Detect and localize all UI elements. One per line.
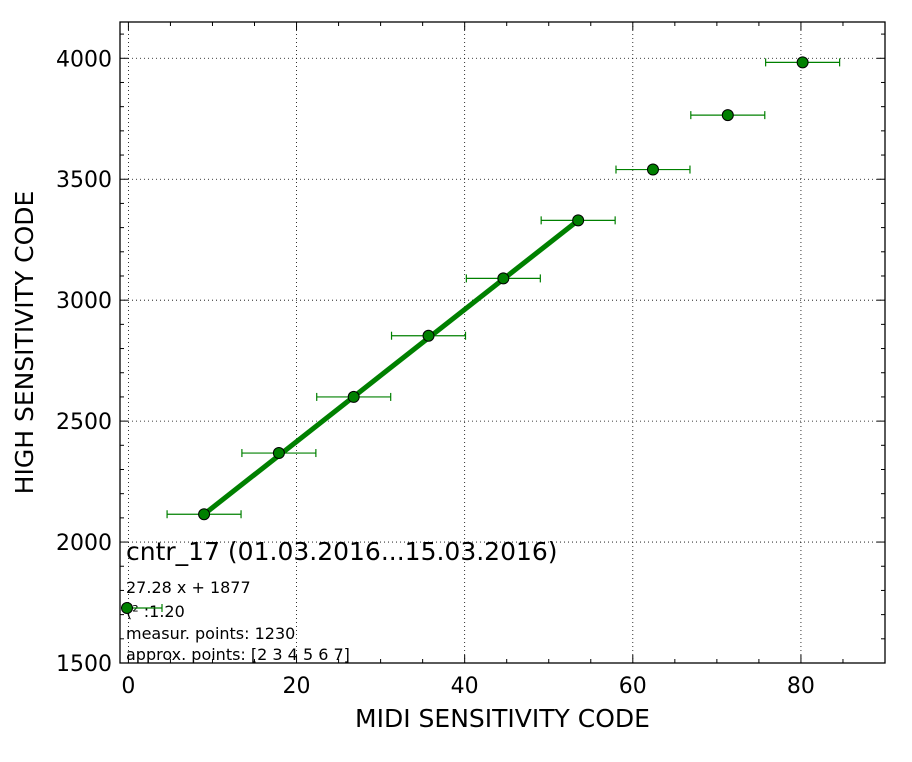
data-points bbox=[198, 56, 809, 521]
y-tick-label: 4000 bbox=[56, 47, 112, 72]
legend: cntr_17 (01.03.2016...15.03.2016) 27.28 … bbox=[121, 537, 558, 664]
tick-labels: 0 20 40 60 80 1500 2000 2500 3000 3500 4000 bbox=[56, 47, 815, 699]
data-point bbox=[272, 447, 285, 460]
plot-area-frame bbox=[119, 21, 886, 664]
data-point bbox=[198, 508, 211, 521]
x-tick-label: 60 bbox=[619, 674, 647, 699]
y-tick-label: 2000 bbox=[56, 531, 112, 556]
data-point bbox=[347, 390, 360, 403]
grid bbox=[120, 22, 885, 664]
data-point bbox=[572, 214, 585, 227]
data-point bbox=[646, 163, 659, 176]
legend-title: cntr_17 (01.03.2016...15.03.2016) bbox=[126, 537, 558, 566]
y-tick-label: 2500 bbox=[56, 410, 112, 435]
legend-marker bbox=[121, 602, 163, 614]
legend-measured-points: measur. points: 1230 bbox=[126, 624, 295, 643]
fit-line-layer bbox=[202, 218, 580, 517]
x-tick-label: 0 bbox=[121, 674, 135, 699]
legend-approx-points: approx. points: [2 3 4 5 6 7] bbox=[126, 645, 350, 664]
legend-marker-point bbox=[121, 602, 133, 614]
y-tick-label: 3500 bbox=[56, 168, 112, 193]
y-axis-label: HIGH SENSITIVITY CODE bbox=[10, 191, 39, 495]
x-tick-label: 40 bbox=[451, 674, 479, 699]
legend-chi-square: (² :1.20 bbox=[126, 602, 185, 621]
fit-line bbox=[202, 218, 580, 517]
x-tick-label: 80 bbox=[787, 674, 815, 699]
data-point bbox=[422, 329, 435, 342]
data-point bbox=[796, 56, 809, 69]
data-point bbox=[497, 272, 510, 285]
legend-fit-equation: 27.28 x + 1877 bbox=[126, 578, 251, 597]
x-axis-label: MIDI SENSITIVITY CODE bbox=[355, 704, 650, 733]
y-tick-label: 3000 bbox=[56, 289, 112, 314]
y-tick-label: 1500 bbox=[56, 652, 112, 677]
error-bars bbox=[166, 58, 841, 519]
x-tick-label: 20 bbox=[283, 674, 311, 699]
axis-ticks bbox=[120, 22, 886, 664]
data-point bbox=[721, 109, 734, 122]
